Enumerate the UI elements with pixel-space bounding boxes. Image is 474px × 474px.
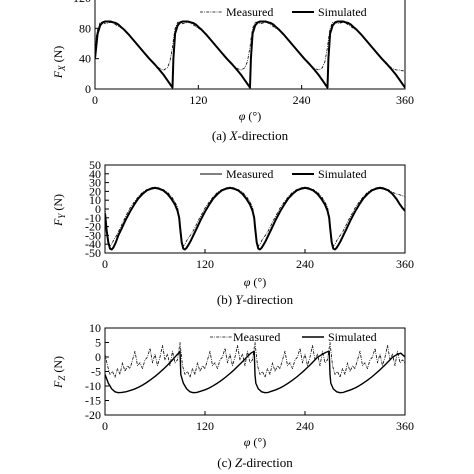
panel-a-x-label: φ (°): [239, 109, 261, 123]
panel-c-x-tick-label: 360: [396, 419, 414, 433]
panel-a-x-tick-label: 0: [92, 93, 98, 107]
panel-a-x-tick-label: 120: [189, 93, 207, 107]
panel-b-x-label: φ (°): [244, 275, 266, 289]
panel-b-y-tick-label: -10: [85, 211, 101, 225]
panel-c-series-group: [105, 342, 405, 394]
panel-c-legend: Measured Simulated: [210, 330, 377, 344]
panel-c-series-measured: [105, 342, 405, 378]
panel-b-y-tick-label: 40: [89, 167, 101, 181]
panel-b-caption: (b) Y-direction: [217, 292, 294, 307]
panel-c-legend-measured-label: Measured: [233, 330, 280, 344]
panel-b-x-tick-label: 240: [296, 257, 314, 271]
panel-b-series-measured: [105, 186, 405, 247]
panel-a-x-tick-label: 360: [396, 93, 414, 107]
panel-a-y-tick-label: 120: [73, 0, 91, 5]
panel-c-legend-simulated-label: Simulated: [328, 330, 377, 344]
panel-c-y-tick-label: -5: [91, 365, 101, 379]
panel-b-series-group: [105, 186, 405, 251]
panel-a-frame: [94, 0, 406, 90]
panel-c-y-tick-label: 5: [95, 336, 101, 350]
panel-a-series-group: [95, 20, 405, 89]
panel-b-legend: Measured Simulated: [200, 167, 367, 181]
panel-b-series-simulated: [105, 186, 405, 251]
panel-c-caption: (c) Z-direction: [217, 455, 293, 470]
panel-c-y-tick-label: 10: [89, 321, 101, 335]
panel-b-y-tick-label: 30: [89, 176, 101, 190]
panel-a-plot: 0 120 240 360 0 40 80 120: [73, 0, 414, 107]
panel-c-y-tick-label: -10: [85, 379, 101, 393]
panel-a-y-tick-label: 80: [79, 21, 91, 35]
panel-b-x-tick-label: 360: [396, 257, 414, 271]
panel-b-y-tick-label: -40: [85, 237, 101, 251]
panel-a: 0 120 240 360 0 40 80 120 Measured Simulated FX…: [51, 0, 414, 143]
panel-a-legend: Measured Simulated: [200, 5, 367, 19]
panel-c-x-tick-label: 120: [196, 419, 214, 433]
panel-c-y-tick-label: -15: [85, 394, 101, 408]
panel-b-legend-measured-label: Measured: [226, 167, 273, 181]
panel-b-y-tick-label: -50: [85, 246, 101, 260]
panel-b-legend-simulated-label: Simulated: [318, 167, 367, 181]
panel-a-series-simulated: [95, 20, 405, 89]
panel-c-y-tick-label: 0: [95, 350, 101, 364]
panel-b-y-label: FY (N): [51, 194, 67, 227]
panel-a-legend-measured-label: Measured: [226, 5, 273, 19]
panel-b-y-tick-label: -20: [85, 220, 101, 234]
panel-c-x-tick-label: 240: [296, 419, 314, 433]
panel-a-ticks: 0 120 240 360 0 40 80 120: [73, 0, 414, 107]
panel-c-y-label: FZ (N): [51, 356, 67, 389]
panel-c-y-tick-label: -20: [85, 408, 101, 422]
panel-c-x-tick-label: 0: [102, 419, 108, 433]
panel-c-series-simulated: [105, 350, 405, 394]
panel-a-x-tick-label: 240: [293, 93, 311, 107]
panel-a-y-label: FX (N): [51, 46, 67, 80]
panel-b-y-tick-label: -30: [85, 228, 101, 242]
panel-b-y-tick-label: 20: [89, 184, 101, 198]
panel-a-y-tick-label: 0: [85, 82, 91, 96]
panel-c-x-label: φ (°): [244, 435, 266, 449]
panel-a-caption: (a) X-direction: [212, 128, 289, 143]
panel-b-y-tick-label: 0: [95, 202, 101, 216]
panel-b-y-tick-label: 50: [89, 158, 101, 172]
panel-b-x-tick-label: 0: [102, 257, 108, 271]
panel-a-legend-simulated-label: Simulated: [318, 5, 367, 19]
panel-b-y-tick-label: 10: [89, 193, 101, 207]
panel-b-x-tick-label: 120: [196, 257, 214, 271]
panel-a-y-tick-label: 40: [79, 52, 91, 66]
